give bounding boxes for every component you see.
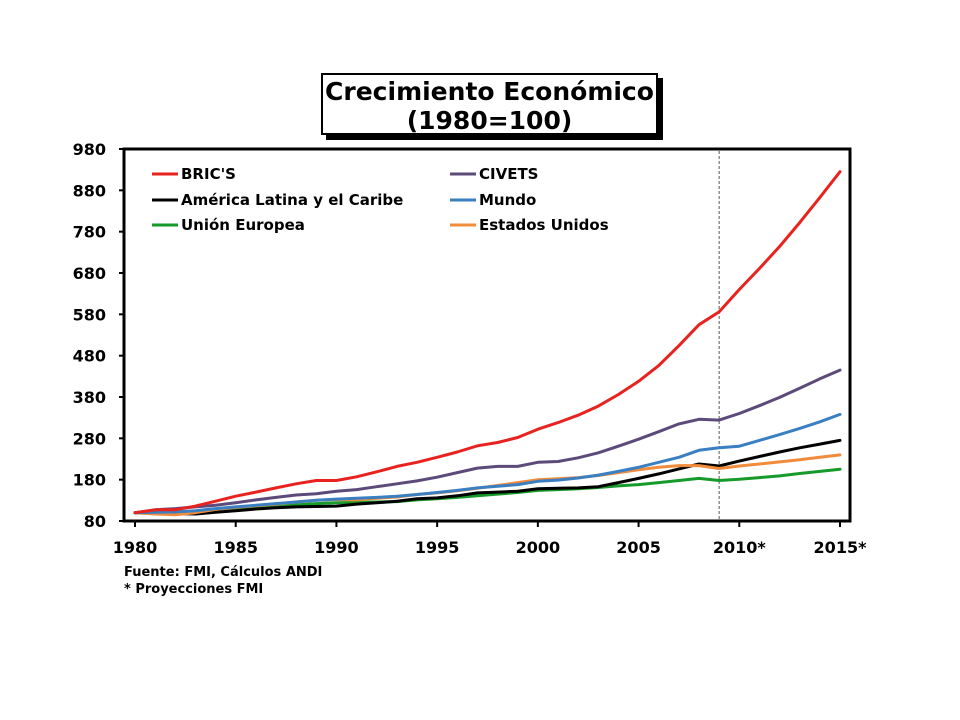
legend-label: Unión Europea [181, 216, 305, 234]
chart-subtitle: (1980=100) [406, 106, 573, 135]
plot-area-border [122, 147, 852, 523]
series-lines [133, 170, 842, 517]
legend-label: Mundo [479, 191, 536, 209]
chart-title-box: Crecimiento Económico (1980=100) [321, 73, 658, 135]
x-tick-label: 2005 [616, 538, 661, 557]
x-tick-label: 1990 [314, 538, 359, 557]
series-line-3 [133, 368, 842, 515]
x-axis: 1980 1985 1990 1995 2000 2005 2010* 2015* [113, 521, 867, 557]
source-line-1: Fuente: FMI, Cálculos ANDI [124, 565, 323, 580]
y-tick-label: 980 [73, 140, 106, 159]
x-tick-label: 2000 [516, 538, 561, 557]
y-tick-label: 380 [73, 388, 106, 407]
x-tick-label: 1980 [113, 538, 158, 557]
x-tick-label: 1995 [415, 538, 460, 557]
y-axis: 80 180 280 380 480 580 680 780 880 980 [73, 140, 124, 531]
series-line-0 [133, 170, 842, 515]
legend-label: América Latina y el Caribe [181, 191, 403, 209]
y-tick-label: 180 [73, 471, 106, 490]
y-tick-label: 680 [73, 264, 106, 283]
x-tick-label: 2010* [713, 538, 767, 557]
legend-label: Estados Unidos [479, 216, 609, 234]
series-line-1 [133, 438, 842, 516]
legend-label: CIVETS [479, 165, 538, 183]
y-tick-label: 880 [73, 181, 106, 200]
y-tick-label: 80 [84, 512, 106, 531]
source-line-2: * Proyecciones FMI [124, 582, 264, 597]
y-tick-label: 480 [73, 347, 106, 366]
chart-title: Crecimiento Económico [325, 77, 654, 106]
y-tick-label: 280 [73, 429, 106, 448]
x-tick-label: 2015* [814, 538, 868, 557]
y-tick-label: 580 [73, 305, 106, 324]
legend: BRIC'S América Latina y el Caribe Unión Eu… [152, 165, 609, 234]
source-note: Fuente: FMI, Cálculos ANDI * Proyeccione… [124, 564, 322, 598]
y-tick-label: 780 [73, 223, 106, 242]
legend-label: BRIC'S [181, 165, 236, 183]
x-tick-label: 1985 [213, 538, 258, 557]
series-line-4 [133, 412, 842, 515]
